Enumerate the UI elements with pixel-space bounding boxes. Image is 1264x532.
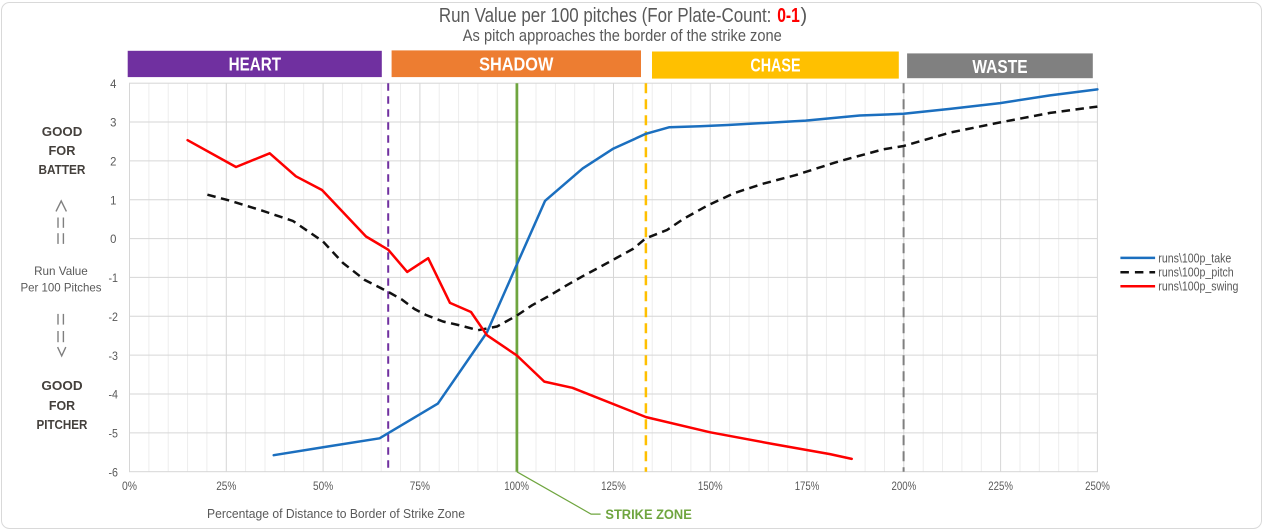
svg-text:Run Value: Run Value — [34, 264, 88, 278]
svg-text:Run Value per 100 pitches (For: Run Value per 100 pitches (For Plate-Cou… — [439, 5, 772, 27]
svg-text:runs\100p_swing: runs\100p_swing — [1158, 280, 1238, 294]
svg-text:0: 0 — [110, 232, 117, 246]
svg-text:CHASE: CHASE — [750, 56, 800, 76]
svg-text:0-1: 0-1 — [777, 5, 800, 27]
svg-text:Percentage of Distance to Bord: Percentage of Distance to Border of Stri… — [207, 506, 465, 521]
svg-text:250%: 250% — [1085, 479, 1110, 493]
svg-text:225%: 225% — [988, 479, 1013, 493]
svg-text:50%: 50% — [313, 479, 333, 493]
svg-text:25%: 25% — [216, 479, 236, 493]
svg-text:150%: 150% — [698, 479, 723, 493]
svg-text:runs\100p_take: runs\100p_take — [1158, 251, 1231, 265]
svg-text:FOR: FOR — [49, 399, 75, 413]
svg-text:): ) — [801, 5, 808, 27]
svg-text:GOOD: GOOD — [41, 379, 82, 393]
svg-text:WASTE: WASTE — [972, 57, 1027, 77]
svg-text:200%: 200% — [892, 479, 917, 493]
svg-text:Per 100 Pitches: Per 100 Pitches — [21, 280, 102, 294]
svg-text:As pitch approaches the border: As pitch approaches the border of the st… — [463, 26, 782, 45]
svg-text:-4: -4 — [109, 388, 119, 402]
svg-text:runs\100p_pitch: runs\100p_pitch — [1158, 266, 1233, 280]
svg-text:0%: 0% — [122, 479, 137, 493]
svg-text:FOR: FOR — [49, 144, 76, 158]
svg-text:HEART: HEART — [229, 55, 281, 75]
svg-text:GOOD: GOOD — [42, 125, 83, 139]
svg-text:-5: -5 — [109, 427, 119, 441]
svg-text:125%: 125% — [601, 479, 626, 493]
svg-text:BATTER: BATTER — [39, 163, 86, 177]
svg-text:SHADOW: SHADOW — [479, 55, 553, 75]
svg-text:1: 1 — [110, 193, 117, 207]
svg-text:PITCHER: PITCHER — [37, 418, 88, 432]
svg-text:STRIKE ZONE: STRIKE ZONE — [605, 507, 691, 522]
svg-text:100%: 100% — [504, 479, 529, 493]
svg-text:-3: -3 — [109, 349, 119, 363]
svg-text:-1: -1 — [109, 271, 119, 285]
svg-text:4: 4 — [110, 77, 117, 91]
svg-text:75%: 75% — [410, 479, 430, 493]
svg-text:2: 2 — [110, 155, 117, 169]
svg-text:3: 3 — [110, 116, 117, 130]
svg-text:175%: 175% — [795, 479, 820, 493]
svg-text:-6: -6 — [109, 465, 119, 479]
svg-text:-2: -2 — [109, 310, 119, 324]
